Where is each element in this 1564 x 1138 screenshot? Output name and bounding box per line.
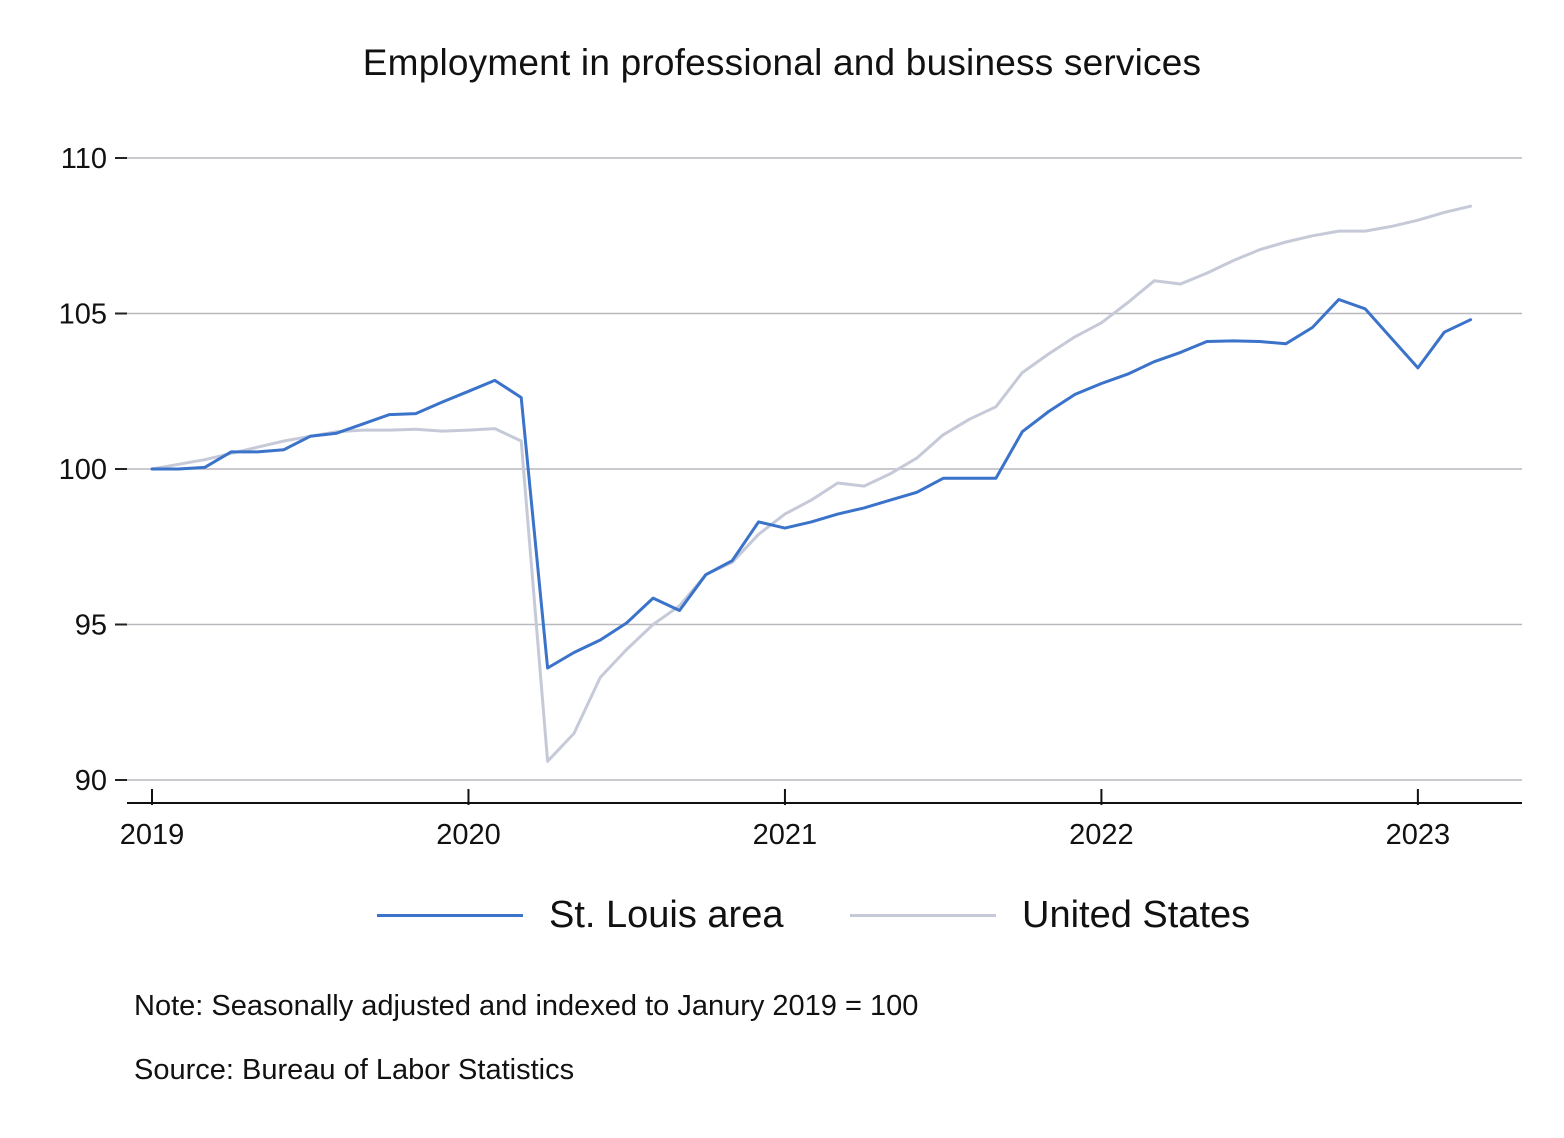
- y-tick-label: 100: [59, 454, 107, 486]
- legend-item-united-states: United States: [850, 890, 1250, 940]
- chart-source: Source: Bureau of Labor Statistics: [134, 1054, 575, 1086]
- y-tick-label: 95: [75, 610, 107, 642]
- chart-note: Note: Seasonally adjusted and indexed to…: [134, 990, 919, 1022]
- y-tick-label: 105: [59, 299, 107, 331]
- series-lines: [150, 204, 1473, 763]
- y-tick-label: 90: [75, 765, 107, 797]
- x-tick-label: 2021: [753, 819, 818, 851]
- chart-title: Employment in professional and business …: [362, 42, 1202, 83]
- legend-label-st-louis: St. Louis area: [549, 893, 784, 936]
- series-line-st-louis-area: [150, 298, 1473, 670]
- legend-swatch-united-states: [850, 913, 996, 917]
- legend-item-st-louis: St. Louis area: [377, 890, 783, 940]
- x-tick-label: 2022: [1069, 819, 1134, 851]
- legend-label-united-states: United States: [1022, 893, 1251, 936]
- x-tick-label: 2019: [120, 819, 185, 851]
- gridlines: [127, 157, 1522, 781]
- y-axis: 90 95 100 105 110: [59, 143, 127, 797]
- legend-swatch-st-louis: [377, 913, 523, 917]
- series-line-united-states: [150, 204, 1473, 763]
- x-axis: 2019 2020 2021 2022 2023: [120, 789, 1522, 851]
- y-tick-label: 110: [61, 143, 107, 175]
- line-chart: 90 95 100 105 110 2019 2020 2021 2022 2023: [59, 143, 1522, 851]
- legend: St. Louis area United States: [0, 890, 1564, 940]
- x-tick-label: 2020: [436, 819, 501, 851]
- x-tick-label: 2023: [1386, 819, 1451, 851]
